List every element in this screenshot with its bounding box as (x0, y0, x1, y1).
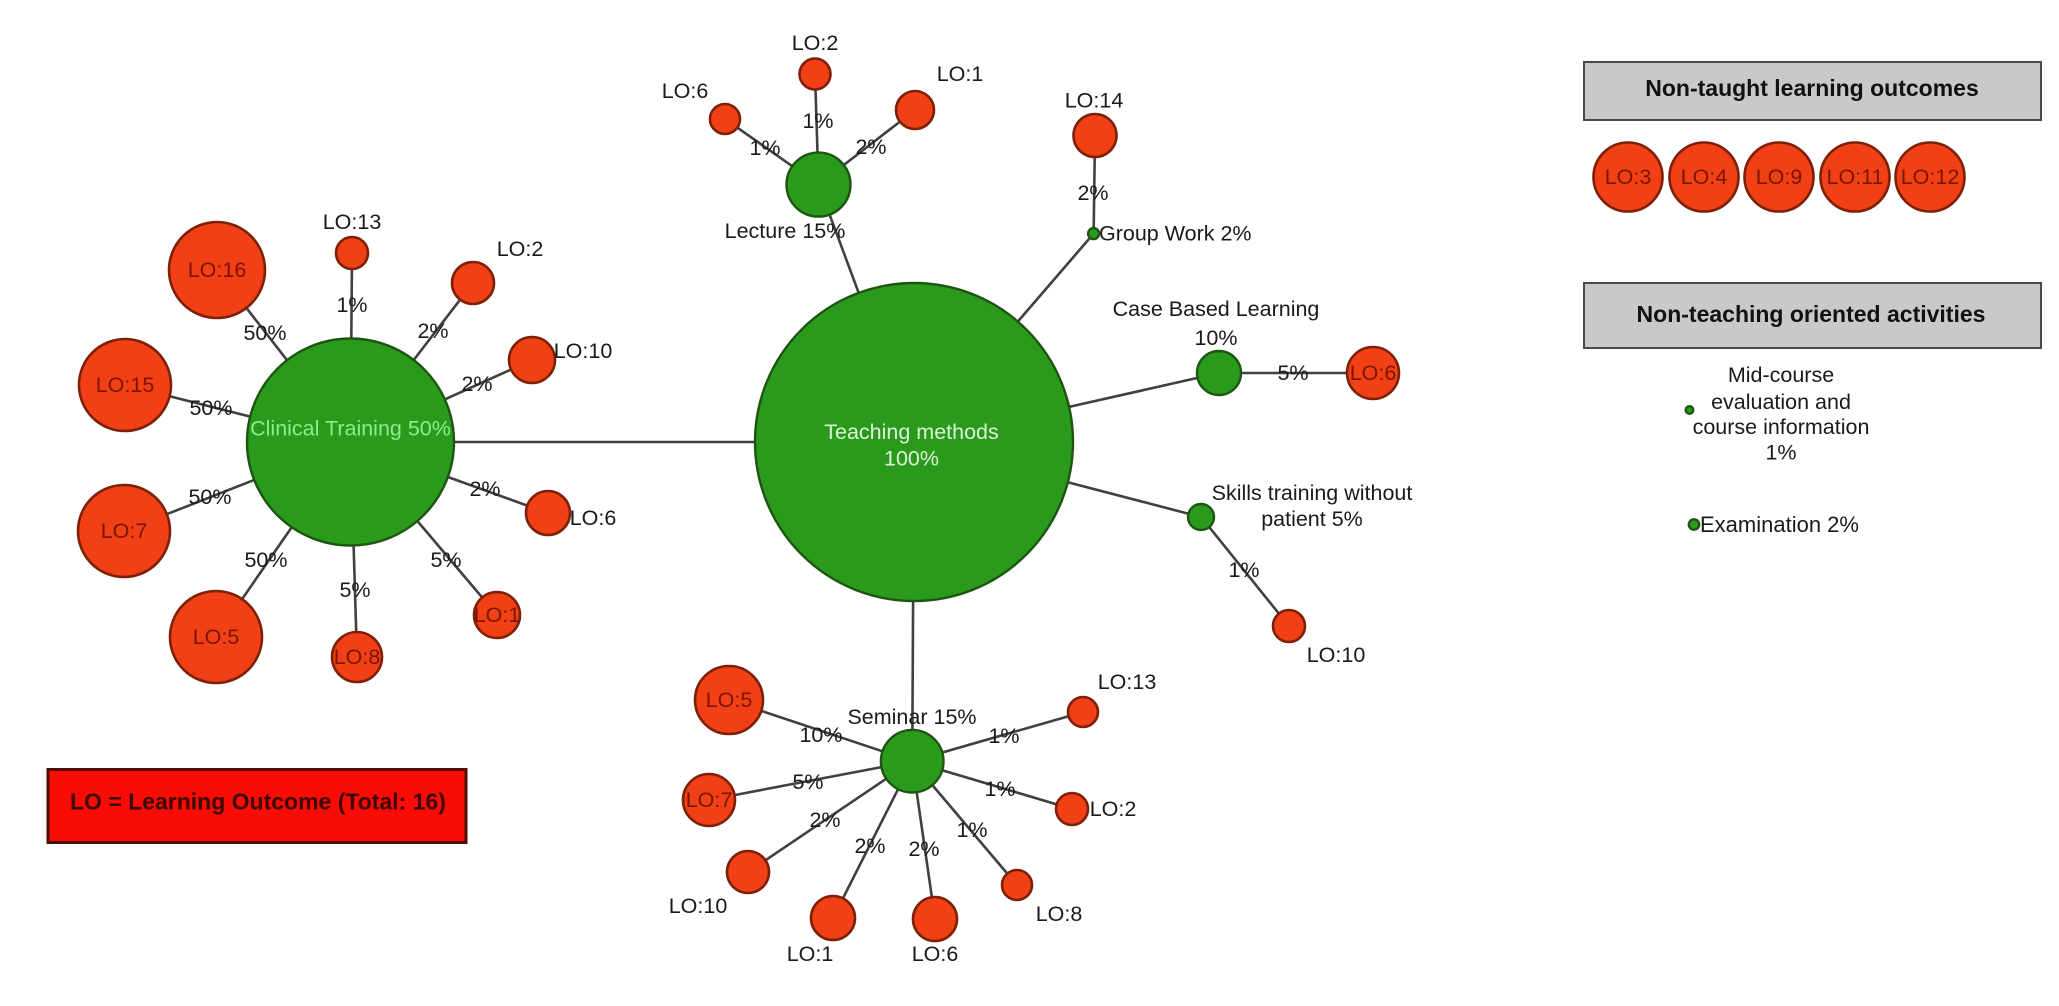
svg-text:50%: 50% (243, 321, 286, 345)
svg-text:Examination 2%: Examination 2% (1700, 512, 1859, 537)
svg-text:Mid-course: Mid-course (1728, 363, 1834, 387)
svg-text:LO:2: LO:2 (1090, 797, 1137, 821)
svg-text:2%: 2% (469, 477, 500, 501)
svg-text:LO:2: LO:2 (497, 237, 544, 261)
svg-text:50%: 50% (189, 396, 232, 420)
svg-text:100%: 100% (884, 447, 939, 471)
svg-text:5%: 5% (1277, 361, 1308, 385)
svg-text:Seminar 15%: Seminar 15% (847, 705, 976, 729)
svg-text:LO:6: LO:6 (662, 79, 709, 103)
svg-text:LO:2: LO:2 (792, 31, 839, 55)
svg-text:1%: 1% (988, 724, 1019, 748)
svg-text:1%: 1% (336, 293, 367, 317)
svg-text:LO:14: LO:14 (1065, 89, 1124, 113)
svg-text:10%: 10% (1194, 326, 1237, 350)
svg-text:course information: course information (1693, 415, 1870, 439)
svg-text:5%: 5% (792, 770, 823, 794)
svg-text:LO:9: LO:9 (1756, 165, 1803, 189)
svg-text:Group Work 2%: Group Work 2% (1099, 222, 1252, 246)
svg-text:evaluation and: evaluation and (1711, 390, 1851, 414)
svg-text:LO:3: LO:3 (1605, 165, 1652, 189)
svg-text:50%: 50% (244, 548, 287, 572)
svg-text:2%: 2% (908, 837, 939, 861)
svg-text:LO = Learning Outcome (Total:: LO = Learning Outcome (Total: 16) (70, 789, 446, 815)
svg-text:LO:6: LO:6 (912, 942, 959, 966)
svg-text:2%: 2% (461, 372, 492, 396)
svg-text:LO:13: LO:13 (1098, 670, 1157, 694)
svg-text:2%: 2% (1077, 181, 1108, 205)
svg-text:2%: 2% (855, 135, 886, 159)
svg-text:50%: 50% (188, 485, 231, 509)
svg-text:LO:6: LO:6 (570, 506, 617, 530)
svg-text:10%: 10% (799, 723, 842, 747)
svg-text:LO:10: LO:10 (554, 339, 613, 363)
svg-text:2%: 2% (417, 319, 448, 343)
svg-text:Non-teaching oriented activiti: Non-teaching oriented activities (1637, 301, 1986, 327)
svg-text:Lecture 15%: Lecture 15% (725, 219, 846, 243)
svg-text:Skills training without: Skills training without (1212, 481, 1413, 505)
svg-text:1%: 1% (749, 136, 780, 160)
svg-text:LO:5: LO:5 (193, 625, 240, 649)
svg-text:Non-taught learning outcomes: Non-taught learning outcomes (1645, 75, 1979, 101)
svg-text:Case Based Learning: Case Based Learning (1113, 297, 1320, 321)
svg-text:LO:7: LO:7 (101, 519, 148, 543)
svg-text:5%: 5% (339, 578, 370, 602)
svg-text:LO:8: LO:8 (334, 645, 381, 669)
svg-text:LO:6: LO:6 (1350, 361, 1397, 385)
svg-text:LO:10: LO:10 (1307, 643, 1366, 667)
svg-text:1%: 1% (1765, 441, 1796, 465)
svg-text:1%: 1% (956, 818, 987, 842)
svg-text:2%: 2% (854, 834, 885, 858)
svg-text:1%: 1% (984, 777, 1015, 801)
svg-text:LO:15: LO:15 (96, 373, 155, 397)
svg-text:5%: 5% (430, 548, 461, 572)
svg-text:Clinical Training 50%: Clinical Training 50% (250, 417, 451, 441)
svg-text:1%: 1% (1228, 558, 1259, 582)
svg-text:1%: 1% (802, 109, 833, 133)
svg-text:LO:12: LO:12 (1901, 165, 1960, 189)
svg-text:Teaching methods: Teaching methods (824, 420, 999, 444)
svg-text:LO:8: LO:8 (1036, 902, 1083, 926)
svg-text:LO:16: LO:16 (188, 258, 247, 282)
svg-text:LO:11: LO:11 (1827, 165, 1884, 189)
svg-text:LO:1: LO:1 (474, 603, 521, 627)
svg-text:LO:13: LO:13 (323, 210, 382, 234)
svg-text:patient 5%: patient 5% (1261, 507, 1363, 531)
svg-text:LO:1: LO:1 (787, 942, 834, 966)
svg-text:LO:7: LO:7 (686, 788, 733, 812)
svg-text:LO:10: LO:10 (669, 894, 728, 918)
svg-text:2%: 2% (809, 808, 840, 832)
svg-text:LO:5: LO:5 (706, 688, 753, 712)
svg-text:LO:1: LO:1 (937, 62, 984, 86)
svg-text:LO:4: LO:4 (1681, 165, 1728, 189)
